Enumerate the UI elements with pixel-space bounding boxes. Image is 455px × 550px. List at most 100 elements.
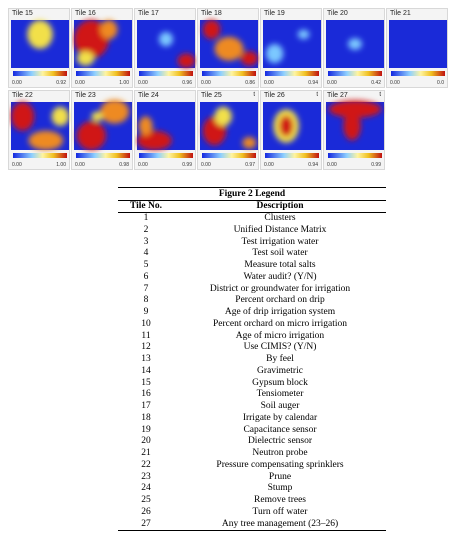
legend-row: 2 Unified Distance Matrix (118, 225, 386, 237)
tile-description: Water audit? (Y/N) (243, 271, 317, 282)
tile-description: Measure total salts (244, 260, 316, 270)
tile-number: 10 (141, 318, 151, 329)
heatmap-blob (202, 20, 221, 40)
legend-row: 10 Percent orchard on micro irrigation (118, 319, 386, 331)
tile-title: Tile 17 (138, 10, 159, 17)
tile: Tile 17 0.00 0.96 (134, 8, 196, 88)
tile-number: 5 (143, 260, 149, 270)
tile-description: Age of drip irrigation system (224, 307, 336, 317)
heatmap-blobs (27, 20, 53, 49)
heatmap-blobs (202, 106, 257, 149)
tile: Tile 25 t 0.00 0.97 (197, 90, 259, 170)
heatmap-blobs (265, 29, 310, 64)
heatmap-blobs (202, 20, 258, 66)
colorbar-max: 0.92 (56, 80, 66, 86)
heatmap-blob (159, 32, 173, 47)
colorbar-max: 0.94 (308, 80, 318, 86)
legend-row: 24 Stump (118, 483, 386, 495)
tile-number: 16 (141, 389, 151, 400)
tile-description: By feel (266, 354, 294, 364)
tile: Tile 27 t 0.00 0.99 (323, 90, 385, 170)
heatmap-blobs (328, 100, 382, 141)
colorbar (139, 153, 193, 158)
tile-corner: t (379, 92, 381, 98)
colorbar-max: 0.99 (371, 162, 381, 168)
heatmap-blob (343, 111, 361, 141)
colorbar (265, 153, 319, 158)
heatmap-blob (100, 99, 130, 124)
legend-row: 13 By feel (118, 354, 386, 366)
heatmap (200, 20, 258, 76)
tile-number: 25 (141, 495, 151, 505)
colorbar (76, 153, 130, 158)
tile-description: Percent orchard on drip (235, 295, 325, 306)
tile-description: Dielectric sensor (247, 436, 313, 447)
heatmap-blob (28, 130, 64, 150)
colorbar-min: 0.00 (75, 162, 85, 168)
heatmap-blobs (76, 99, 130, 150)
tile-number: 27 (118, 518, 174, 532)
heatmap-blob (240, 51, 258, 66)
heatmap-blob (91, 111, 103, 122)
tile-number: 8 (143, 295, 149, 306)
tile-title: Tile 23 (75, 92, 96, 99)
tile-number: 18 (141, 412, 151, 423)
heatmap-blob (76, 51, 95, 66)
colorbar-min: 0.00 (264, 162, 274, 168)
legend-row: 14 Gravimetric (118, 366, 386, 378)
heatmap (11, 102, 69, 158)
heatmap (263, 20, 321, 76)
legend-row: 5 Measure total salts (118, 260, 386, 272)
tile: Tile 15 0.00 0.92 (8, 8, 70, 88)
colorbar-max: 0.94 (308, 162, 318, 168)
tile-description: Unified Distance Matrix (233, 224, 327, 235)
heatmap (326, 100, 384, 158)
tile-description: Percent orchard on micro irrigation (212, 318, 347, 329)
heatmap (263, 102, 321, 158)
heatmap (389, 20, 447, 76)
colorbar-min: 0.00 (75, 80, 85, 86)
legend-table: Figure 2 Legend Tile No. Description 1 Cl… (118, 187, 386, 532)
tile: Tile 21 0.00 0.0 (386, 8, 448, 88)
legend-row: 19 Capacitance sensor (118, 425, 386, 437)
legend-row: 6 Water audit? (Y/N) (118, 272, 386, 284)
colorbar-min: 0.00 (12, 80, 22, 86)
heatmap (74, 99, 132, 158)
legend-row: 25 Remove trees (118, 495, 386, 507)
tile-title: Tile 27 (327, 92, 348, 99)
colorbar (13, 153, 67, 158)
colorbar (391, 71, 445, 76)
heatmap-blob (11, 102, 35, 131)
tile-description: Prune (268, 471, 292, 482)
colorbar-max: 1.00 (119, 80, 129, 86)
colorbar-max: 0.99 (182, 162, 192, 168)
tile: Tile 24 0.00 0.99 (134, 90, 196, 170)
heatmap-blob (279, 115, 294, 137)
colorbar-min: 0.00 (201, 80, 211, 86)
tile-number: 15 (141, 377, 151, 388)
tile-description: Soil auger (260, 401, 300, 411)
heatmap-blob (265, 44, 284, 64)
tile-title: Tile 21 (390, 10, 411, 17)
heatmap (137, 102, 195, 158)
colorbar-max: 0.86 (245, 80, 255, 86)
legend-row: 4 Test soil water (118, 248, 386, 260)
heatmap-blob (214, 36, 244, 61)
tile-title: Tile 20 (327, 10, 348, 17)
legend-row: 21 Neutron probe (118, 448, 386, 460)
legend-row: 1 Clusters (118, 213, 386, 225)
legend-row: 22 Pressure compensating sprinklers (118, 460, 386, 472)
legend-row: 15 Gypsum block (118, 378, 386, 390)
tile-number: 3 (143, 236, 149, 247)
tile-title: Tile 16 (75, 10, 96, 17)
tile: Tile 19 0.00 0.94 (260, 8, 322, 88)
tile-title: Tile 25 (201, 92, 222, 99)
heatmap-blob (177, 53, 195, 68)
colorbar-min: 0.00 (138, 162, 148, 168)
tile-number: 12 (141, 342, 151, 353)
colorbar-min: 0.00 (327, 162, 337, 168)
tile-description: Neutron probe (252, 448, 308, 458)
tile-number: 4 (143, 248, 149, 259)
tile-description: Remove trees (254, 495, 306, 505)
